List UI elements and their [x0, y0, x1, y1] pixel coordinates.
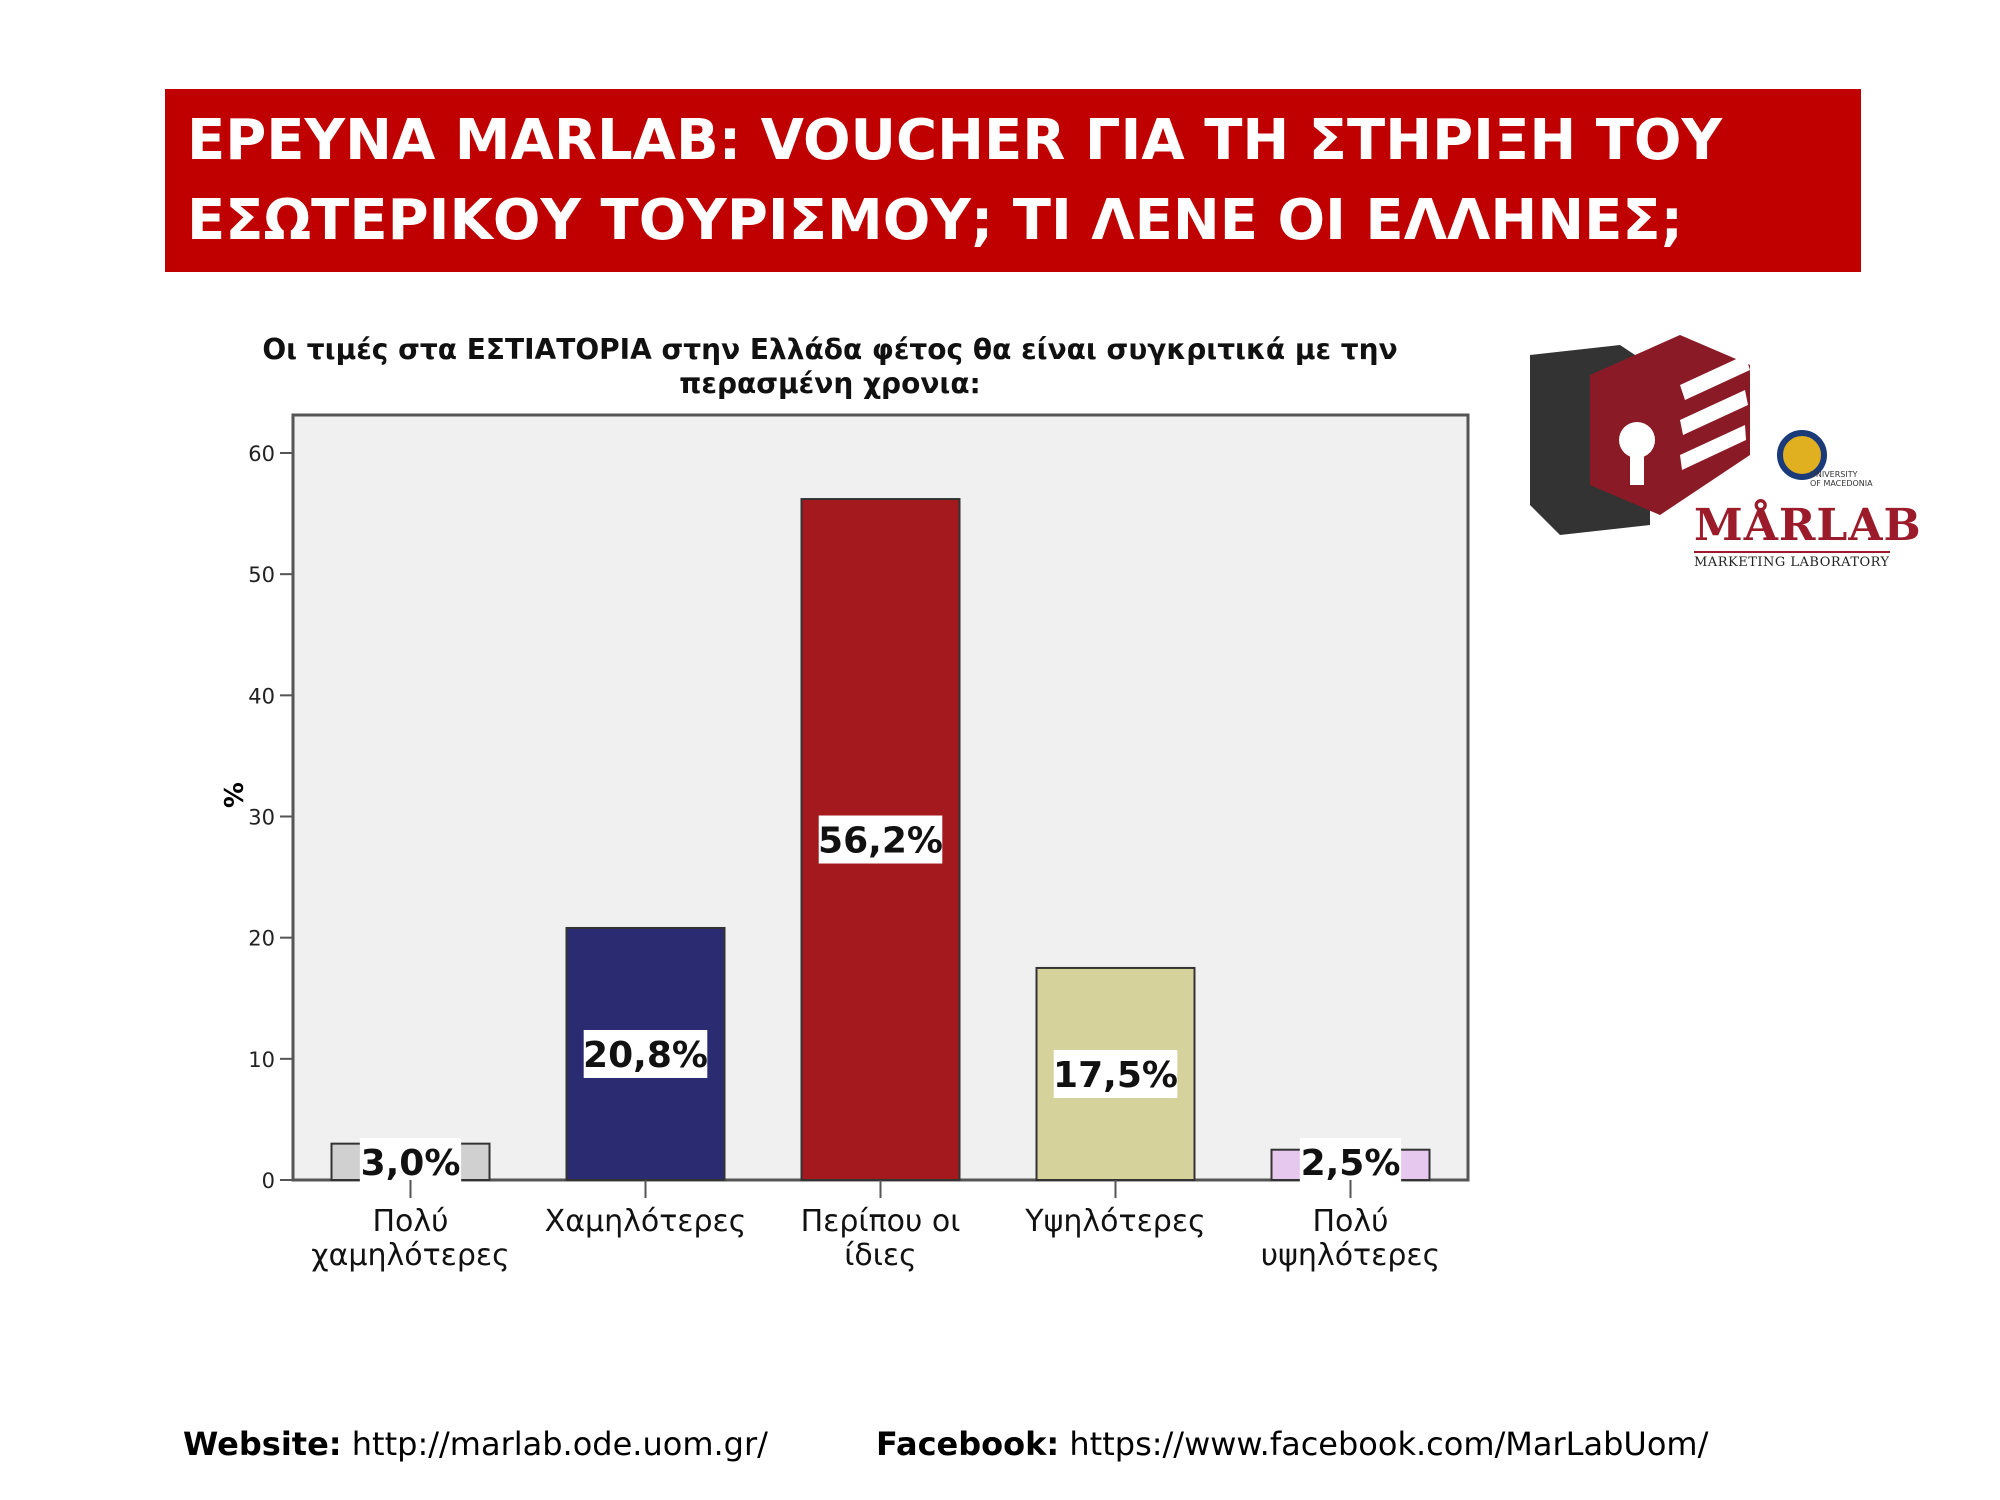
x-tick-label: Πολύ — [372, 1204, 448, 1239]
footer-website: Website: http://marlab.ode.uom.gr/ — [183, 1425, 768, 1463]
y-axis-label: % — [217, 782, 247, 808]
marlab-logo — [1530, 335, 1827, 535]
logo-wordmark: MÅRLAB — [1694, 500, 1922, 551]
title-banner: ΕΡΕΥΝΑ MARLAB: VOUCHER ΓΙΑ ΤΗ ΣΤΗΡΙΞΗ ΤΟ… — [165, 89, 1861, 272]
bars: 3,0% 20,8% 56,2% 17,5% 2,5% — [330, 498, 1431, 1186]
x-tick-label: χαμηλότερες — [311, 1238, 509, 1273]
facebook-link[interactable]: https://www.facebook.com/MarLabUom/ — [1069, 1425, 1709, 1463]
y-tick-label: 30 — [248, 806, 275, 830]
y-tick-label: 50 — [248, 563, 275, 587]
banner-title-line-1: ΕΡΕΥΝΑ MARLAB: VOUCHER ΓΙΑ ΤΗ ΣΤΗΡΙΞΗ ΤΟ… — [187, 108, 1723, 173]
y-tick-label: 0 — [262, 1169, 275, 1193]
data-label-box — [818, 815, 943, 864]
data-label: 56,2% — [818, 821, 943, 862]
x-tick-label: ίδιες — [844, 1238, 916, 1273]
chart-title-line-2: περασμένη χρονια: — [679, 367, 981, 400]
x-tick-label: Περίπου οι — [801, 1204, 961, 1239]
data-label-box — [1299, 1138, 1402, 1186]
x-tick-label: υψηλότερες — [1261, 1238, 1440, 1273]
university-label: UNIVERSITY OF MACEDONIA — [1810, 470, 1873, 488]
x-tick-label: Πολύ — [1312, 1204, 1388, 1239]
chart-title-line-1: Οι τιμές στα ΕΣΤΙΑΤΟΡΙΑ στην Ελλάδα φέτο… — [262, 333, 1398, 366]
y-tick-label: 40 — [248, 684, 275, 708]
facebook-label: Facebook: — [876, 1425, 1060, 1463]
x-tick-label: Υψηλότερες — [1024, 1204, 1205, 1239]
x-tick-label: Χαμηλότερες — [545, 1204, 747, 1239]
university-seal-icon — [1777, 430, 1827, 480]
website-label: Website: — [183, 1425, 342, 1463]
keyhole-slot — [1630, 445, 1644, 485]
y-tick-label: 10 — [248, 1048, 275, 1072]
data-label: 2,5% — [1301, 1143, 1401, 1184]
banner-title-line-2: ΕΣΩΤΕΡΙΚΟΥ ΤΟΥΡΙΣΜΟΥ; ΤΙ ΛΕΝΕ ΟΙ ΕΛΛΗΝΕΣ… — [187, 188, 1684, 253]
footer-facebook: Facebook: https://www.facebook.com/MarLa… — [876, 1425, 1708, 1463]
chart-title: Οι τιμές στα ΕΣΤΙΑΤΟΡΙΑ στην Ελλάδα φέτο… — [250, 333, 1410, 401]
data-label-box — [1053, 1049, 1178, 1098]
logo-subtitle: MARKETING LABORATORY — [1694, 551, 1890, 570]
data-label: 17,5% — [1053, 1055, 1178, 1096]
keyhole-icon — [1619, 422, 1655, 458]
data-label-box — [583, 1029, 708, 1078]
data-label-box — [359, 1138, 462, 1186]
logo-stripes — [1680, 355, 1750, 470]
y-tick-label: 20 — [248, 927, 275, 951]
data-label: 3,0% — [361, 1143, 461, 1184]
y-axis: 0 10 20 30 40 50 60 — [248, 442, 293, 1193]
data-label: 20,8% — [583, 1035, 708, 1076]
website-link[interactable]: http://marlab.ode.uom.gr/ — [351, 1425, 768, 1463]
y-tick-label: 60 — [248, 442, 275, 466]
